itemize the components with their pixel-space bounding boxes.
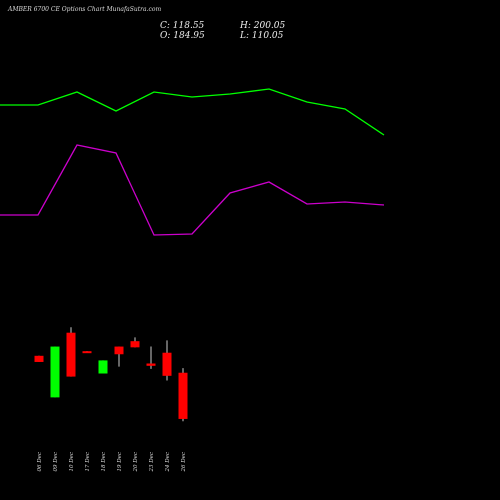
low-value: L: 110.05 xyxy=(240,31,284,41)
candle-body xyxy=(34,355,44,362)
chart-title: AMBER 6700 CE Options Chart MunafaSutra.… xyxy=(8,6,162,13)
lower-indicator-line xyxy=(0,144,385,236)
x-tick-label: 17 Dec xyxy=(85,452,91,472)
candle-body xyxy=(130,341,140,348)
candlestick-series xyxy=(34,327,188,422)
candle-10-dec xyxy=(66,327,76,377)
candle-18-dec xyxy=(98,360,108,374)
candle-body xyxy=(146,363,156,366)
candle-09-dec xyxy=(50,346,60,398)
close-value: C: 118.55 xyxy=(160,21,205,31)
candle-24-dec xyxy=(162,340,172,381)
x-tick-label: 10 Dec xyxy=(69,452,75,472)
x-tick-label: 09 Dec xyxy=(53,452,59,472)
x-tick-label: 19 Dec xyxy=(117,452,123,472)
x-axis-labels: 06 Dec 09 Dec 10 Dec 17 Dec 18 Dec 19 Dec 20 D… xyxy=(37,452,187,473)
x-tick-label: 20 Dec xyxy=(133,452,139,473)
candle-body xyxy=(82,351,92,354)
candle-body xyxy=(114,346,124,355)
candle-26-dec xyxy=(178,368,188,422)
candle-body xyxy=(162,352,172,376)
candle-06-dec xyxy=(34,355,44,362)
high-value: H: 200.05 xyxy=(240,21,286,31)
candle-19-dec xyxy=(114,346,124,367)
candle-20-dec xyxy=(130,337,140,348)
x-tick-label: 06 Dec xyxy=(37,452,43,472)
candle-body xyxy=(98,360,108,374)
x-tick-label: 24 Dec xyxy=(165,452,171,473)
candle-body xyxy=(178,372,188,419)
x-tick-label: 26 Dec xyxy=(181,452,187,473)
indicator-lines xyxy=(0,88,385,236)
candle-body xyxy=(50,346,60,398)
candle-23-dec xyxy=(146,346,156,369)
x-tick-label: 18 Dec xyxy=(101,452,107,472)
upper-indicator-line xyxy=(0,88,385,136)
x-tick-label: 23 Dec xyxy=(149,452,155,473)
candle-body xyxy=(66,332,76,377)
open-value: O: 184.95 xyxy=(160,31,205,41)
candle-17-dec xyxy=(82,351,92,354)
